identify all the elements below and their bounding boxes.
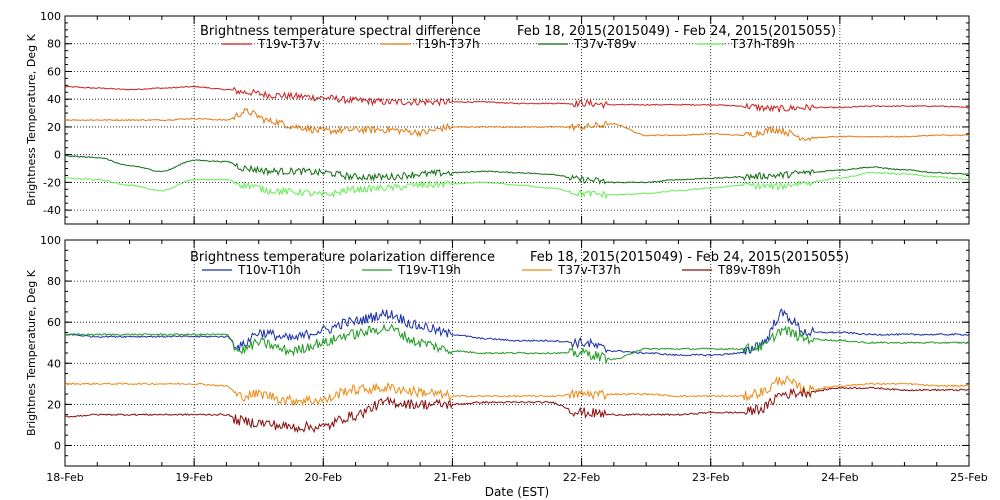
x-tick-labels: 18-Feb 19-Feb 20-Feb 21-Feb 22-Feb 23-Feb 24-F… (46, 471, 987, 484)
legend-label: T37v-T37h (557, 263, 621, 277)
legend-label: T37h-T89h (730, 37, 795, 51)
plot-frame (64, 15, 970, 225)
y-tick-label: 0 (54, 439, 61, 452)
y-ticks: 0 20 40 60 80 100 (40, 234, 969, 467)
chart-date-range: Feb 18, 2015(2015049) - Feb 24, 2015(201… (517, 24, 836, 39)
y-tick-label: -40 (43, 204, 61, 217)
y-tick-label: 60 (47, 65, 61, 78)
series-line-T19v-T37v (64, 85, 969, 113)
x-tick-label: 24-Feb (821, 471, 858, 484)
y-tick-label: -20 (43, 176, 61, 189)
y-tick-label: 0 (54, 149, 61, 162)
y-tick-label: 40 (47, 93, 61, 106)
x-tick-label: 22-Feb (563, 471, 600, 484)
series-line-T19h-T37h (65, 107, 970, 142)
y-axis-label: Brightness Temperature, Deg K (25, 33, 38, 205)
x-tick-label: 25-Feb (950, 471, 987, 484)
legend-label: T37v-T89v (573, 37, 636, 51)
y-tick-label: 100 (40, 10, 61, 23)
y-tick-label: 60 (47, 316, 61, 329)
x-tick-label: 18-Feb (46, 471, 83, 484)
chart-title: Brightness temperature spectral differen… (200, 24, 481, 39)
y-tick-label: 80 (47, 38, 61, 51)
y-ticks: -40 -20 0 20 40 60 80 100 (40, 10, 969, 225)
x-tick-label: 19-Feb (175, 471, 212, 484)
polarization-difference-panel: 0 20 40 60 80 100 Brightness temperature pola… (25, 234, 970, 467)
y-tick-label: 100 (40, 234, 61, 247)
series-lines (64, 85, 970, 200)
legend-label: T10v-T10h (237, 263, 301, 277)
grid (65, 240, 969, 466)
y-tick-label: 20 (47, 121, 61, 134)
x-tick-label: 21-Feb (434, 471, 471, 484)
x-tick-label: 23-Feb (692, 471, 729, 484)
x-ticks (64, 16, 970, 224)
series-line-T37v-T37h (64, 374, 970, 407)
legend: T10v-T10h T19v-T19h T37v-T37h T89v-T89h (202, 263, 781, 277)
legend-label: T19h-T37h (415, 37, 480, 51)
y-tick-label: 40 (47, 357, 61, 370)
series-line-T37h-T89h (64, 171, 970, 200)
chart-title: Brightness temperature polarization diff… (190, 250, 495, 265)
chart-date-range: Feb 18, 2015(2015049) - Feb 24, 2015(201… (530, 250, 849, 265)
x-tick-label: 20-Feb (305, 471, 342, 484)
series-lines (64, 308, 970, 434)
spectral-difference-panel: -40 -20 0 20 40 60 80 100 Brightness temperatur… (25, 10, 970, 225)
y-tick-label: 80 (47, 275, 61, 288)
legend-label: T89v-T89h (717, 263, 781, 277)
series-line-T19v-T19h (64, 323, 970, 364)
x-axis-label: Date (EST) (485, 485, 549, 499)
x-ticks (64, 240, 970, 466)
legend-label: T19v-T37v (257, 37, 320, 51)
y-tick-label: 20 (47, 398, 61, 411)
legend: T19v-T37v T19h-T37h T37v-T89v T37h-T89h (222, 37, 795, 51)
series-line-T37v-T89v (64, 155, 970, 185)
legend-label: T19v-T19h (397, 263, 461, 277)
y-axis-label: Brightnes Temperature, Deg K (25, 269, 38, 436)
series-line-T89v-T89h (64, 386, 970, 434)
series-line-T10v-T10h (64, 308, 970, 357)
grid (65, 16, 969, 224)
